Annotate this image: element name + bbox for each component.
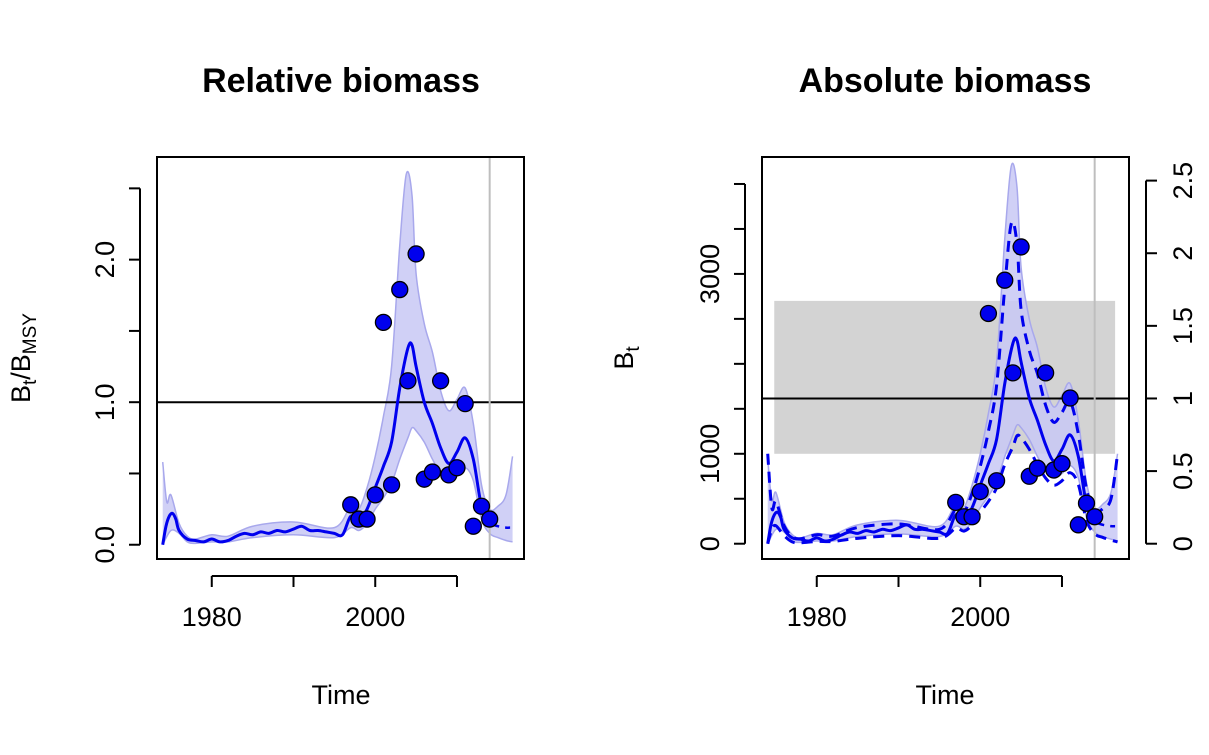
y-label-main: B [6, 385, 36, 403]
y-axis-label: Bt [609, 346, 644, 370]
estimate-line [766, 336, 1097, 544]
y-axis-label: Bt/BMSY [6, 313, 41, 403]
x-axis-label: Time [916, 680, 975, 710]
confidence-band [162, 171, 513, 545]
ci-lower-edge [767, 423, 1118, 545]
plot-area: 1980 2000 0.0 1.0 2.0 [90, 156, 525, 632]
x-axis-label: Time [312, 680, 371, 710]
plot-area: 1980 2000 0 1000 3000 0 0.5 1 1.5 2 2.5 [695, 156, 1198, 632]
right-tick-label: 0 [1168, 536, 1198, 551]
chart-title: Relative biomass [202, 62, 480, 100]
data-point [1053, 455, 1071, 473]
right-tick-label: 0.5 [1168, 452, 1198, 490]
data-point [1061, 389, 1079, 407]
data-point [431, 372, 450, 390]
data-point [456, 394, 474, 413]
data-point [1012, 238, 1030, 256]
x-tick-label: 2000 [345, 602, 405, 632]
right-tick-label: 1.5 [1168, 307, 1198, 345]
y-tick-label: 0 [695, 536, 725, 551]
y-label-slash: /B [6, 354, 36, 380]
y-label-sub-msy: MSY [20, 313, 41, 355]
data-point [971, 482, 989, 501]
data-point [1004, 364, 1022, 382]
absolute-biomass-panel: Absolute biomass 1980 200001000300000.511… [609, 62, 1198, 710]
right-tick-label: 2 [1168, 246, 1198, 261]
plot-frame [156, 156, 525, 560]
y-tick-label: 0.0 [90, 526, 120, 564]
data-point [947, 493, 965, 511]
data-point [987, 472, 1006, 490]
data-point [464, 517, 482, 535]
y-label-sub-t: t [623, 346, 644, 352]
data-point [391, 280, 409, 299]
data-point [472, 497, 491, 515]
plot-frame [761, 156, 1130, 560]
data-point [358, 510, 376, 528]
data-point [374, 313, 393, 332]
x-tick-label: 1980 [787, 602, 847, 632]
data-point [448, 459, 466, 477]
data-point [382, 476, 401, 494]
y-tick-label: 1.0 [90, 383, 120, 421]
ci-lower-edge [162, 426, 513, 546]
x-tick-label: 2000 [950, 602, 1010, 632]
data-point [423, 463, 442, 481]
data-point [1036, 364, 1055, 382]
data-point [1028, 459, 1047, 477]
data-point [399, 372, 417, 390]
right-tick-label: 1 [1168, 391, 1198, 406]
y-tick-label: 2.0 [90, 241, 120, 279]
y-label-sub-t: t [20, 379, 41, 385]
x-tick-label: 1980 [182, 602, 242, 632]
y-label-main: B [609, 352, 639, 370]
data-point [996, 271, 1014, 289]
data-point [1086, 508, 1104, 526]
data-point [366, 486, 384, 504]
data-point [963, 508, 981, 526]
data-point [342, 496, 360, 514]
data-point [481, 510, 499, 528]
ci-upper-edge [161, 170, 514, 540]
data-point [979, 304, 998, 323]
y-tick-label: 1000 [695, 424, 725, 484]
data-point [407, 245, 425, 263]
right-tick-label: 2.5 [1168, 162, 1198, 200]
estimate-line [161, 341, 492, 546]
data-point [1069, 516, 1087, 534]
y-tick-label: 3000 [695, 244, 725, 304]
data-point [1077, 494, 1096, 512]
chart-title: Absolute biomass [799, 62, 1092, 100]
